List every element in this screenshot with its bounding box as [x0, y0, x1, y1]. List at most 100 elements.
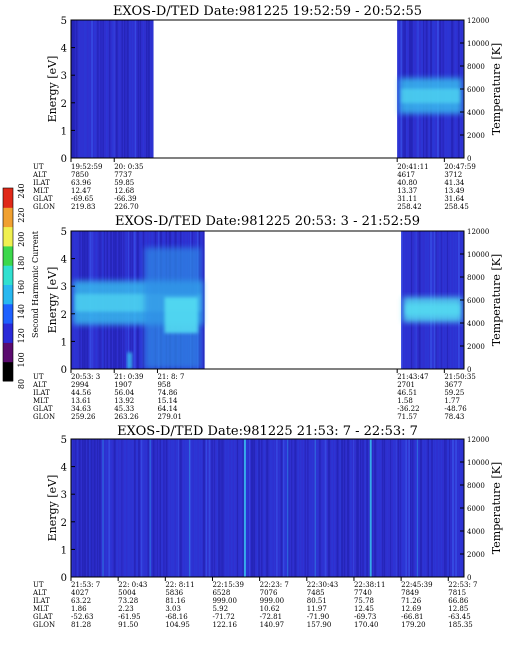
ephemeris-value: 78.43 [444, 413, 464, 421]
spectrum-streak [377, 439, 379, 577]
spectrum-streak [203, 231, 205, 369]
spectrum-streak [89, 439, 91, 577]
spectrum-streak [433, 439, 435, 577]
y2-tick-label: 0 [467, 155, 471, 163]
spectrum-streak [163, 439, 165, 577]
ephemeris-value: 7740 [354, 589, 372, 597]
spectrum-streak [457, 439, 459, 577]
spectrum-streak [97, 20, 99, 158]
spectrum-streak [227, 439, 230, 577]
spectrum-streak [427, 439, 430, 577]
spectrum-streak [78, 439, 81, 577]
ephemeris-value: 7850 [71, 171, 89, 179]
spectrum-streak [415, 439, 417, 577]
ephemeris-label: GLAT [33, 613, 53, 621]
spectrum-streak [134, 20, 137, 158]
spectrum-streak [263, 439, 266, 577]
spectrum-streak [202, 439, 205, 577]
ephemeris-value: 1.86 [71, 605, 87, 613]
spectrum-streak [220, 439, 222, 577]
ephemeris-value: 170.40 [354, 621, 379, 629]
spectrum-streak [165, 439, 168, 577]
y2-tick-label: 6000 [467, 297, 485, 305]
ephemeris-value: 13.61 [71, 397, 91, 405]
ephemeris-value: 11.97 [307, 605, 327, 613]
spectrum-streak [126, 20, 129, 158]
spectrum-streak [138, 439, 140, 577]
ephemeris-value: 81.16 [165, 597, 186, 605]
spectrum-streak [123, 20, 126, 158]
spectrum-streak [258, 439, 260, 577]
spectrum-streak [390, 439, 392, 577]
spectrum-streak [405, 439, 408, 577]
spectrum-streak [195, 439, 198, 577]
y-axis-label: Energy [eV] [46, 56, 59, 123]
spectrum-streak [81, 439, 84, 577]
ephemeris-value: -71.90 [307, 613, 329, 621]
spectrum-streak [142, 20, 144, 158]
y2-tick-label: 0 [467, 574, 471, 582]
ephemeris-value: 73.28 [118, 597, 138, 605]
ephemeris-value: -52.63 [71, 613, 93, 621]
spectrum-streak [324, 439, 327, 577]
spectrum-streak [136, 439, 138, 577]
spectrum-streak [208, 439, 211, 577]
ephemeris-value: 75.78 [354, 597, 374, 605]
spectrum-streak [393, 439, 395, 577]
y-axis-label: Energy [eV] [46, 267, 59, 334]
spectrum-streak [178, 439, 179, 577]
ephemeris-value: 13.37 [397, 187, 417, 195]
spectrum-streak [304, 439, 306, 577]
y2-tick-label: 12000 [467, 17, 489, 25]
spectrum-streak [431, 439, 433, 577]
spectrum-streak [87, 439, 90, 577]
spectrum-streak [198, 439, 201, 577]
ephemeris-value: 7737 [114, 171, 132, 179]
y2-axis-label: Temperature [K] [490, 254, 503, 346]
ephemeris-value: 45.33 [114, 405, 134, 413]
spectrum-streak [316, 439, 318, 577]
spectrum-streak [276, 439, 278, 577]
spectrum-streak [131, 20, 134, 158]
y-axis-label: Energy [eV] [46, 475, 59, 542]
spectrum-streak [261, 439, 263, 577]
spectrum-streak [399, 439, 401, 577]
stripe [149, 439, 151, 577]
y2-tick-label: 12000 [467, 436, 489, 444]
ephemeris-value: 22:30:43 [307, 581, 338, 589]
ephemeris-value: 44.56 [71, 389, 92, 397]
ephemeris-value: -63.45 [448, 613, 470, 621]
ephemeris-value: 20:41:11 [397, 163, 428, 171]
spectrum-streak [78, 20, 81, 158]
spectrum-streak [253, 439, 256, 577]
y-tick-label: 0 [61, 154, 67, 165]
spectrum-streak [183, 439, 185, 577]
spectrum-streak [71, 231, 73, 369]
spectrum-streak [179, 439, 182, 577]
ephemeris-label: MLT [33, 187, 49, 195]
ephemeris-value: 10.62 [260, 605, 280, 613]
spectrum-streak [297, 439, 300, 577]
spectrum-streak [170, 439, 173, 577]
y2-tick-label: 4000 [467, 528, 485, 536]
ephemeris-value: 20:47:59 [444, 163, 475, 171]
spectrum-streak [75, 20, 78, 158]
ephemeris-value: 279.01 [157, 413, 182, 421]
ephemeris-value: 20: 0:35 [114, 163, 143, 171]
spectrum-streak [311, 439, 314, 577]
ephemeris-value: 12.85 [448, 605, 468, 613]
spectrum-streak [147, 439, 149, 577]
ephemeris-label: GLON [33, 203, 55, 211]
spectrum-streak [284, 439, 287, 577]
y2-tick-label: 10000 [467, 459, 489, 467]
y2-tick-label: 12000 [467, 228, 489, 236]
ephemeris-value: -66.39 [114, 195, 136, 203]
spectrum-streak [238, 439, 240, 577]
spectrum-streak [249, 439, 251, 577]
y-tick-label: 0 [61, 365, 67, 376]
spectrum-streak [140, 439, 143, 577]
spectrum-streak [437, 439, 440, 577]
ephemeris-value: 7849 [401, 589, 419, 597]
population-core [401, 88, 460, 104]
